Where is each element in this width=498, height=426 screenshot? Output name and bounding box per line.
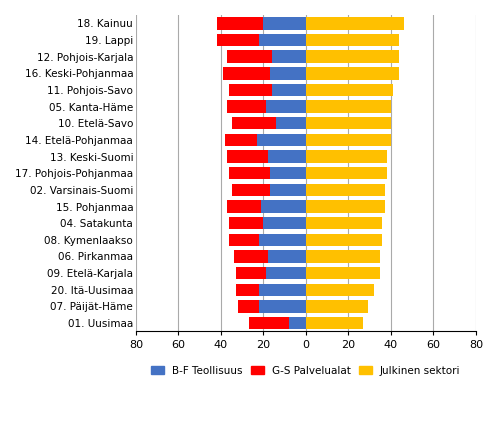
Bar [230,217,263,229]
Bar [306,83,393,96]
Bar [306,217,382,229]
Bar [306,167,386,179]
Bar [259,284,306,296]
Bar [267,150,306,163]
Bar [232,117,276,130]
Bar [267,250,306,263]
Bar [232,184,270,196]
Bar [306,134,391,146]
Bar [234,250,267,263]
Bar [306,150,386,163]
Bar [236,284,259,296]
Bar [272,50,306,63]
Bar [276,117,306,130]
Bar [306,101,391,113]
Bar [236,267,265,279]
Bar [227,200,261,213]
Bar [230,167,270,179]
Bar [306,284,374,296]
Bar [265,267,306,279]
Bar [249,317,289,329]
Bar [270,184,306,196]
Bar [270,67,306,80]
Bar [259,300,306,313]
Bar [257,134,306,146]
Bar [217,17,263,29]
Bar [238,300,259,313]
Bar [306,200,384,213]
Bar [306,184,384,196]
Bar [306,317,364,329]
Bar [272,83,306,96]
Bar [261,200,306,213]
Bar [223,67,270,80]
Bar [306,300,368,313]
Bar [259,233,306,246]
Bar [227,150,267,163]
Legend: B-F Teollisuus, G-S Palvelualat, Julkinen sektori: B-F Teollisuus, G-S Palvelualat, Julkine… [147,362,465,380]
Bar [230,233,259,246]
Bar [263,17,306,29]
Bar [227,50,272,63]
Bar [270,167,306,179]
Bar [306,50,399,63]
Bar [265,101,306,113]
Bar [263,217,306,229]
Bar [306,117,391,130]
Bar [225,134,257,146]
Bar [306,34,399,46]
Bar [289,317,306,329]
Bar [306,233,382,246]
Bar [306,67,399,80]
Bar [259,34,306,46]
Bar [306,17,404,29]
Bar [227,101,265,113]
Bar [306,267,380,279]
Bar [306,250,380,263]
Bar [217,34,259,46]
Bar [230,83,272,96]
